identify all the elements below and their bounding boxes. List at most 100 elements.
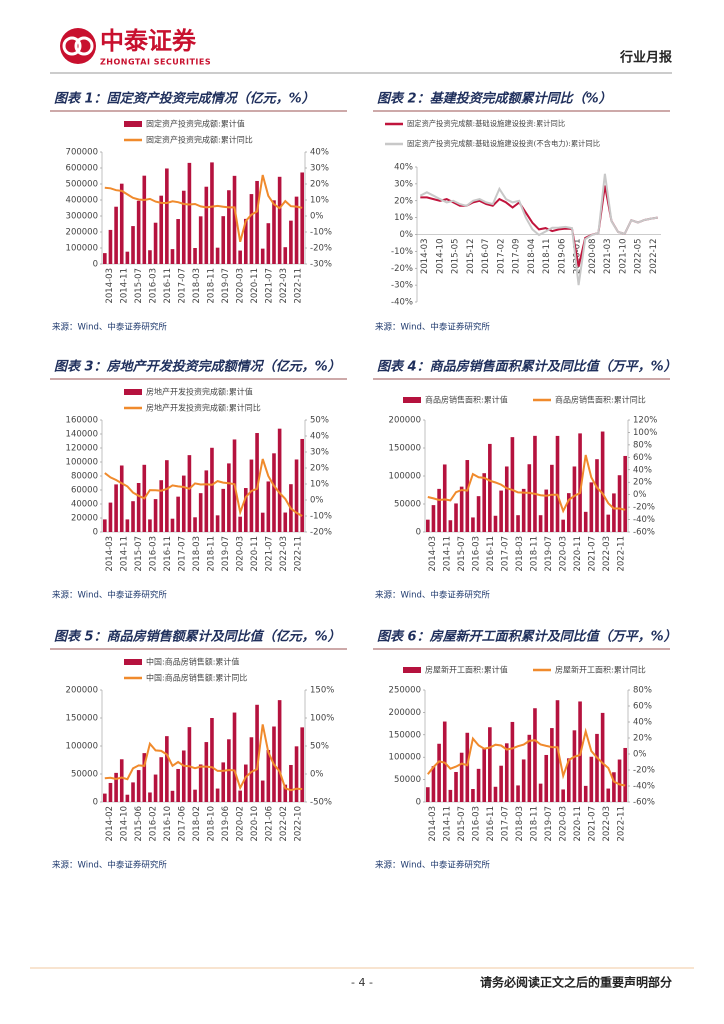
- y2-tick-label: 0%: [633, 490, 647, 500]
- bar: [260, 780, 265, 802]
- bar: [193, 248, 197, 264]
- line-series: [104, 458, 303, 517]
- x-tick-label: 2018-03: [192, 536, 202, 572]
- x-tick-label: 2021-07: [264, 268, 274, 304]
- chart-panel: 图表 3：房地产开发投资完成额情况（亿元，%）来源：Wind、中泰证券研究所02…: [50, 359, 347, 601]
- bar: [181, 750, 186, 802]
- bar: [159, 195, 164, 264]
- bar: [521, 759, 526, 802]
- bar: [119, 759, 124, 802]
- bar: [142, 175, 147, 264]
- chart-panel: 图表 5：商品房销售额累计及同比值（亿元，%） 来源：Wind、中泰证券研究所 0 5…: [50, 629, 347, 871]
- bar: [227, 190, 231, 264]
- y2-tick-label: 60%: [633, 453, 652, 463]
- y-tick-label: 160000: [66, 416, 98, 426]
- y-tick-label: 10%: [394, 213, 413, 223]
- bar: [165, 168, 169, 264]
- bar: [125, 251, 130, 264]
- bar: [210, 447, 214, 532]
- bar: [617, 759, 622, 802]
- bar: [193, 789, 197, 802]
- bar: [623, 455, 627, 532]
- bar: [148, 792, 152, 802]
- bar: [578, 433, 582, 532]
- x-tick-label: 2016-11: [486, 806, 496, 842]
- bar: [482, 748, 487, 802]
- bar: [612, 493, 616, 532]
- bar: [221, 216, 226, 264]
- bar: [153, 222, 158, 264]
- y2-tick-label: 50%: [310, 742, 329, 752]
- y-tick-label: 250000: [389, 686, 421, 696]
- bar: [227, 463, 231, 532]
- y-tick-label: 140000: [66, 430, 98, 440]
- x-tick-label: 2019-07: [221, 536, 231, 572]
- y2-tick-label: -10%: [310, 228, 332, 238]
- bar: [572, 466, 577, 532]
- line-series: [427, 727, 626, 787]
- chart-title: 图表 2：基建投资完成额累计同比（%）: [377, 91, 612, 107]
- legend-label: 房屋新开工面积:累计值: [425, 665, 508, 675]
- bar: [114, 206, 118, 264]
- x-tick-label: 2016-11: [486, 536, 496, 572]
- y2-tick-label: -20%: [633, 503, 655, 513]
- logo-ring: [74, 36, 94, 56]
- bar: [612, 772, 616, 802]
- page-number: - 4 -: [351, 976, 373, 989]
- x-tick-label: 2022-03: [279, 268, 289, 304]
- x-tick-label: 2014-10: [119, 806, 129, 842]
- y-tick-label: 100000: [66, 742, 98, 752]
- x-tick-label: 2015-07: [457, 806, 467, 842]
- bar: [459, 486, 464, 532]
- bar: [561, 519, 565, 532]
- bar: [204, 742, 209, 802]
- bar: [289, 764, 293, 802]
- y2-tick-label: 100%: [310, 714, 334, 724]
- bar: [538, 515, 543, 532]
- y2-tick-label: 0%: [310, 212, 324, 222]
- bar: [232, 712, 237, 802]
- y2-tick-label: 80%: [633, 686, 652, 696]
- bar: [283, 784, 288, 802]
- bar: [561, 789, 565, 802]
- bar: [499, 765, 503, 802]
- bar: [131, 226, 135, 264]
- bar: [198, 764, 203, 802]
- legend-label: 商品房销售面积:累计同比: [555, 395, 646, 405]
- x-tick-label: 2017-09: [512, 239, 522, 275]
- y-tick-label: -30%: [391, 281, 413, 291]
- x-tick-label: 2017-02: [496, 239, 506, 275]
- bar: [538, 783, 543, 802]
- bar: [566, 758, 571, 802]
- x-tick-label: 2018-03: [515, 536, 525, 572]
- bar: [176, 496, 180, 532]
- line-series: [419, 173, 658, 286]
- bar: [170, 518, 175, 532]
- bar: [606, 788, 611, 802]
- bar: [499, 490, 503, 532]
- x-tick-label: 2016-11: [163, 536, 173, 572]
- logo-subtext: ZHONGTAI SECURITIES: [100, 58, 211, 67]
- bar: [448, 789, 453, 802]
- x-tick-label: 2014-02: [105, 806, 115, 842]
- x-tick-label: 2016-07: [481, 239, 491, 275]
- bar: [215, 515, 220, 532]
- x-tick-label: 2019-07: [544, 806, 554, 842]
- y2-tick-label: 40%: [633, 718, 652, 728]
- x-tick-label: 2017-07: [177, 268, 187, 304]
- x-tick-label: 2020-11: [250, 536, 260, 572]
- x-tick-label: 2018-02: [192, 806, 202, 842]
- y-tick-label: 0: [93, 260, 98, 270]
- y-tick-label: 400000: [66, 196, 98, 206]
- y2-tick-label: -10%: [310, 512, 332, 522]
- bar: [221, 488, 226, 532]
- bar: [504, 466, 509, 532]
- x-tick-label: 2019-07: [221, 268, 231, 304]
- bar: [136, 770, 141, 802]
- x-tick-label: 2014-03: [105, 536, 115, 572]
- bar: [210, 162, 214, 264]
- logo-ring: [62, 36, 82, 56]
- y-tick-label: 0: [93, 528, 98, 538]
- bar: [103, 793, 107, 802]
